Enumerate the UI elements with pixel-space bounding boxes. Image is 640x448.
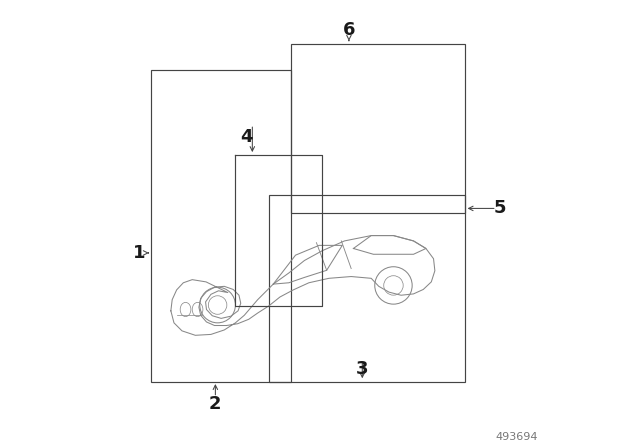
Text: 6: 6 xyxy=(342,22,355,39)
Text: 493694: 493694 xyxy=(495,432,538,442)
Text: 1: 1 xyxy=(133,244,146,262)
Bar xyxy=(269,195,465,382)
Text: 5: 5 xyxy=(494,199,507,217)
Text: 3: 3 xyxy=(356,360,369,378)
Text: 2: 2 xyxy=(209,395,221,414)
Bar xyxy=(291,44,465,213)
Bar xyxy=(151,70,291,382)
Text: 4: 4 xyxy=(240,128,253,146)
